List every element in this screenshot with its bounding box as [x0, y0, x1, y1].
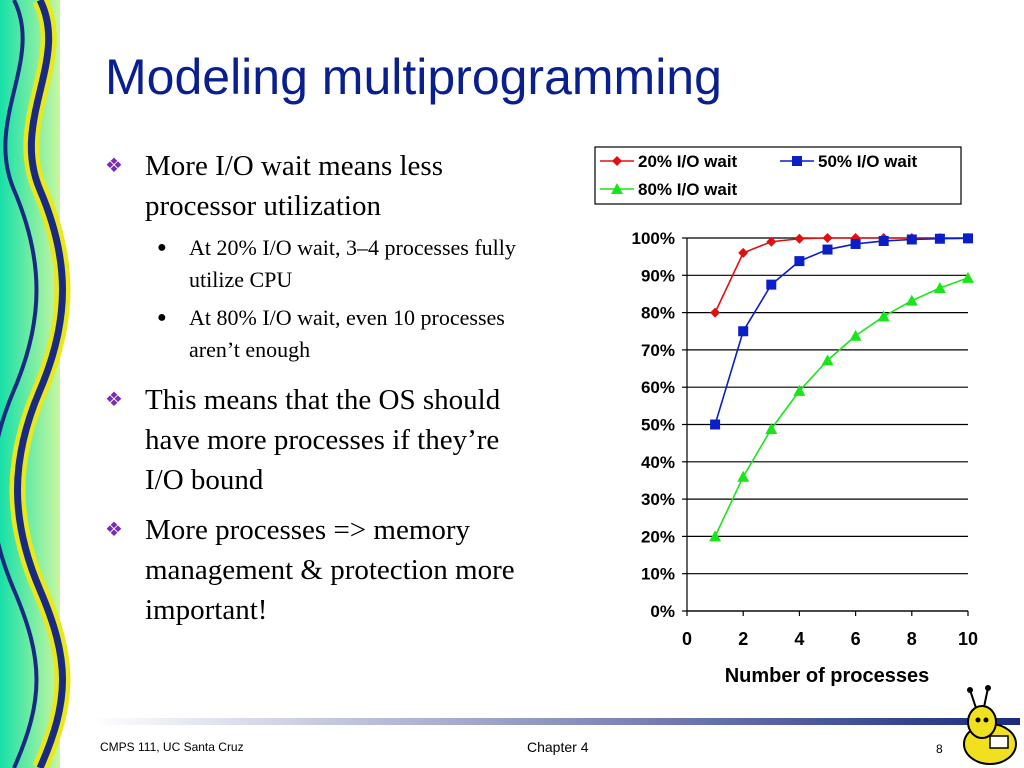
data-point [766, 279, 777, 290]
y-tick-label: 10% [641, 565, 675, 584]
x-tick-label: 8 [907, 629, 917, 649]
bullet-text: More I/O wait means less processor utili… [145, 150, 443, 222]
series-line [714, 237, 968, 313]
data-point [963, 233, 973, 244]
data-point [933, 281, 946, 293]
legend-diamond-icon [612, 156, 622, 166]
bullet-item: ❖ More I/O wait means less processor uti… [105, 146, 545, 226]
data-point [878, 235, 889, 246]
legend-triangle-icon [611, 183, 623, 194]
y-tick-label: 40% [641, 453, 675, 472]
footer-course: CMPS 111, UC Santa Cruz [100, 740, 244, 754]
data-point [765, 422, 778, 434]
slide-title: Modeling multiprogramming [105, 49, 722, 105]
y-tick-label: 70% [641, 341, 675, 360]
legend-square-icon [792, 156, 802, 166]
x-tick-label: 10 [958, 629, 978, 649]
bullet-text: More processes => memory management & pr… [145, 514, 515, 626]
x-tick-label: 2 [738, 629, 748, 649]
bullet-dot-icon: ● [157, 239, 167, 256]
chart-legend: 20% I/O wait 50% I/O wait 80% I/O wait [594, 146, 962, 205]
series-2 [709, 271, 974, 542]
data-point [850, 238, 861, 249]
sub-bullet-text: At 80% I/O wait, even 10 processes aren’… [189, 305, 505, 362]
y-tick-label: 100% [632, 229, 675, 248]
bullet-diamond-icon: ❖ [105, 519, 123, 541]
y-tick-label: 60% [641, 378, 675, 397]
footer-divider [90, 718, 1020, 725]
y-tick-label: 20% [641, 527, 675, 546]
sub-bullet-item: ● At 20% I/O wait, 3–4 processes fully u… [105, 232, 545, 296]
x-tick-label: 4 [794, 629, 804, 649]
legend-label: 50% I/O wait [818, 152, 918, 171]
x-axis-title: Number of processes [725, 665, 930, 687]
series-line [714, 237, 969, 425]
data-point [849, 329, 862, 341]
x-tick-label: 0 [682, 629, 692, 649]
data-point [822, 244, 833, 255]
data-point [794, 256, 805, 267]
decorative-wave-stripe [0, 0, 71, 768]
sub-bullet-text: At 20% I/O wait, 3–4 processes fully uti… [189, 235, 516, 292]
legend-label: 20% I/O wait [638, 152, 738, 171]
bullet-text: This means that the OS should have more … [145, 384, 501, 496]
data-point [905, 294, 918, 306]
utilization-chart: 20% I/O wait 50% I/O wait 80% I/O wait 0% 1… [594, 146, 978, 687]
y-tick-label: 50% [641, 416, 675, 435]
slug-mascot-logo [963, 685, 1017, 765]
y-tick-label: 90% [641, 266, 675, 285]
data-point [737, 470, 750, 482]
y-tick-label: 0% [650, 602, 675, 621]
x-tick-label: 6 [851, 629, 861, 649]
sub-bullet-item: ● At 80% I/O wait, even 10 processes are… [105, 302, 545, 366]
data-point [906, 234, 917, 245]
data-point [710, 419, 721, 430]
data-point [738, 247, 749, 258]
data-point [822, 233, 833, 243]
y-tick-label: 80% [641, 304, 675, 323]
data-point [710, 307, 721, 318]
data-point [934, 233, 945, 244]
data-point [766, 236, 777, 247]
data-point [794, 233, 805, 244]
data-point [821, 354, 834, 366]
series-line [714, 277, 969, 537]
data-point [962, 271, 974, 283]
data-point [709, 530, 722, 542]
series-1 [710, 233, 973, 430]
legend-label: 80% I/O wait [638, 180, 738, 199]
bullet-list: ❖ More I/O wait means less processor uti… [105, 146, 545, 630]
bullet-dot-icon: ● [157, 309, 167, 326]
data-point [877, 310, 890, 322]
y-tick-label: 30% [641, 490, 675, 509]
bullet-diamond-icon: ❖ [105, 389, 123, 411]
data-point [738, 326, 749, 337]
bullet-diamond-icon: ❖ [105, 155, 123, 177]
page-number: 8 [936, 742, 943, 756]
footer-chapter: Chapter 4 [527, 739, 589, 755]
bullet-item: ❖ This means that the OS should have mor… [105, 380, 545, 500]
bullet-item: ❖ More processes => memory management & … [105, 510, 545, 630]
data-point [793, 384, 806, 396]
